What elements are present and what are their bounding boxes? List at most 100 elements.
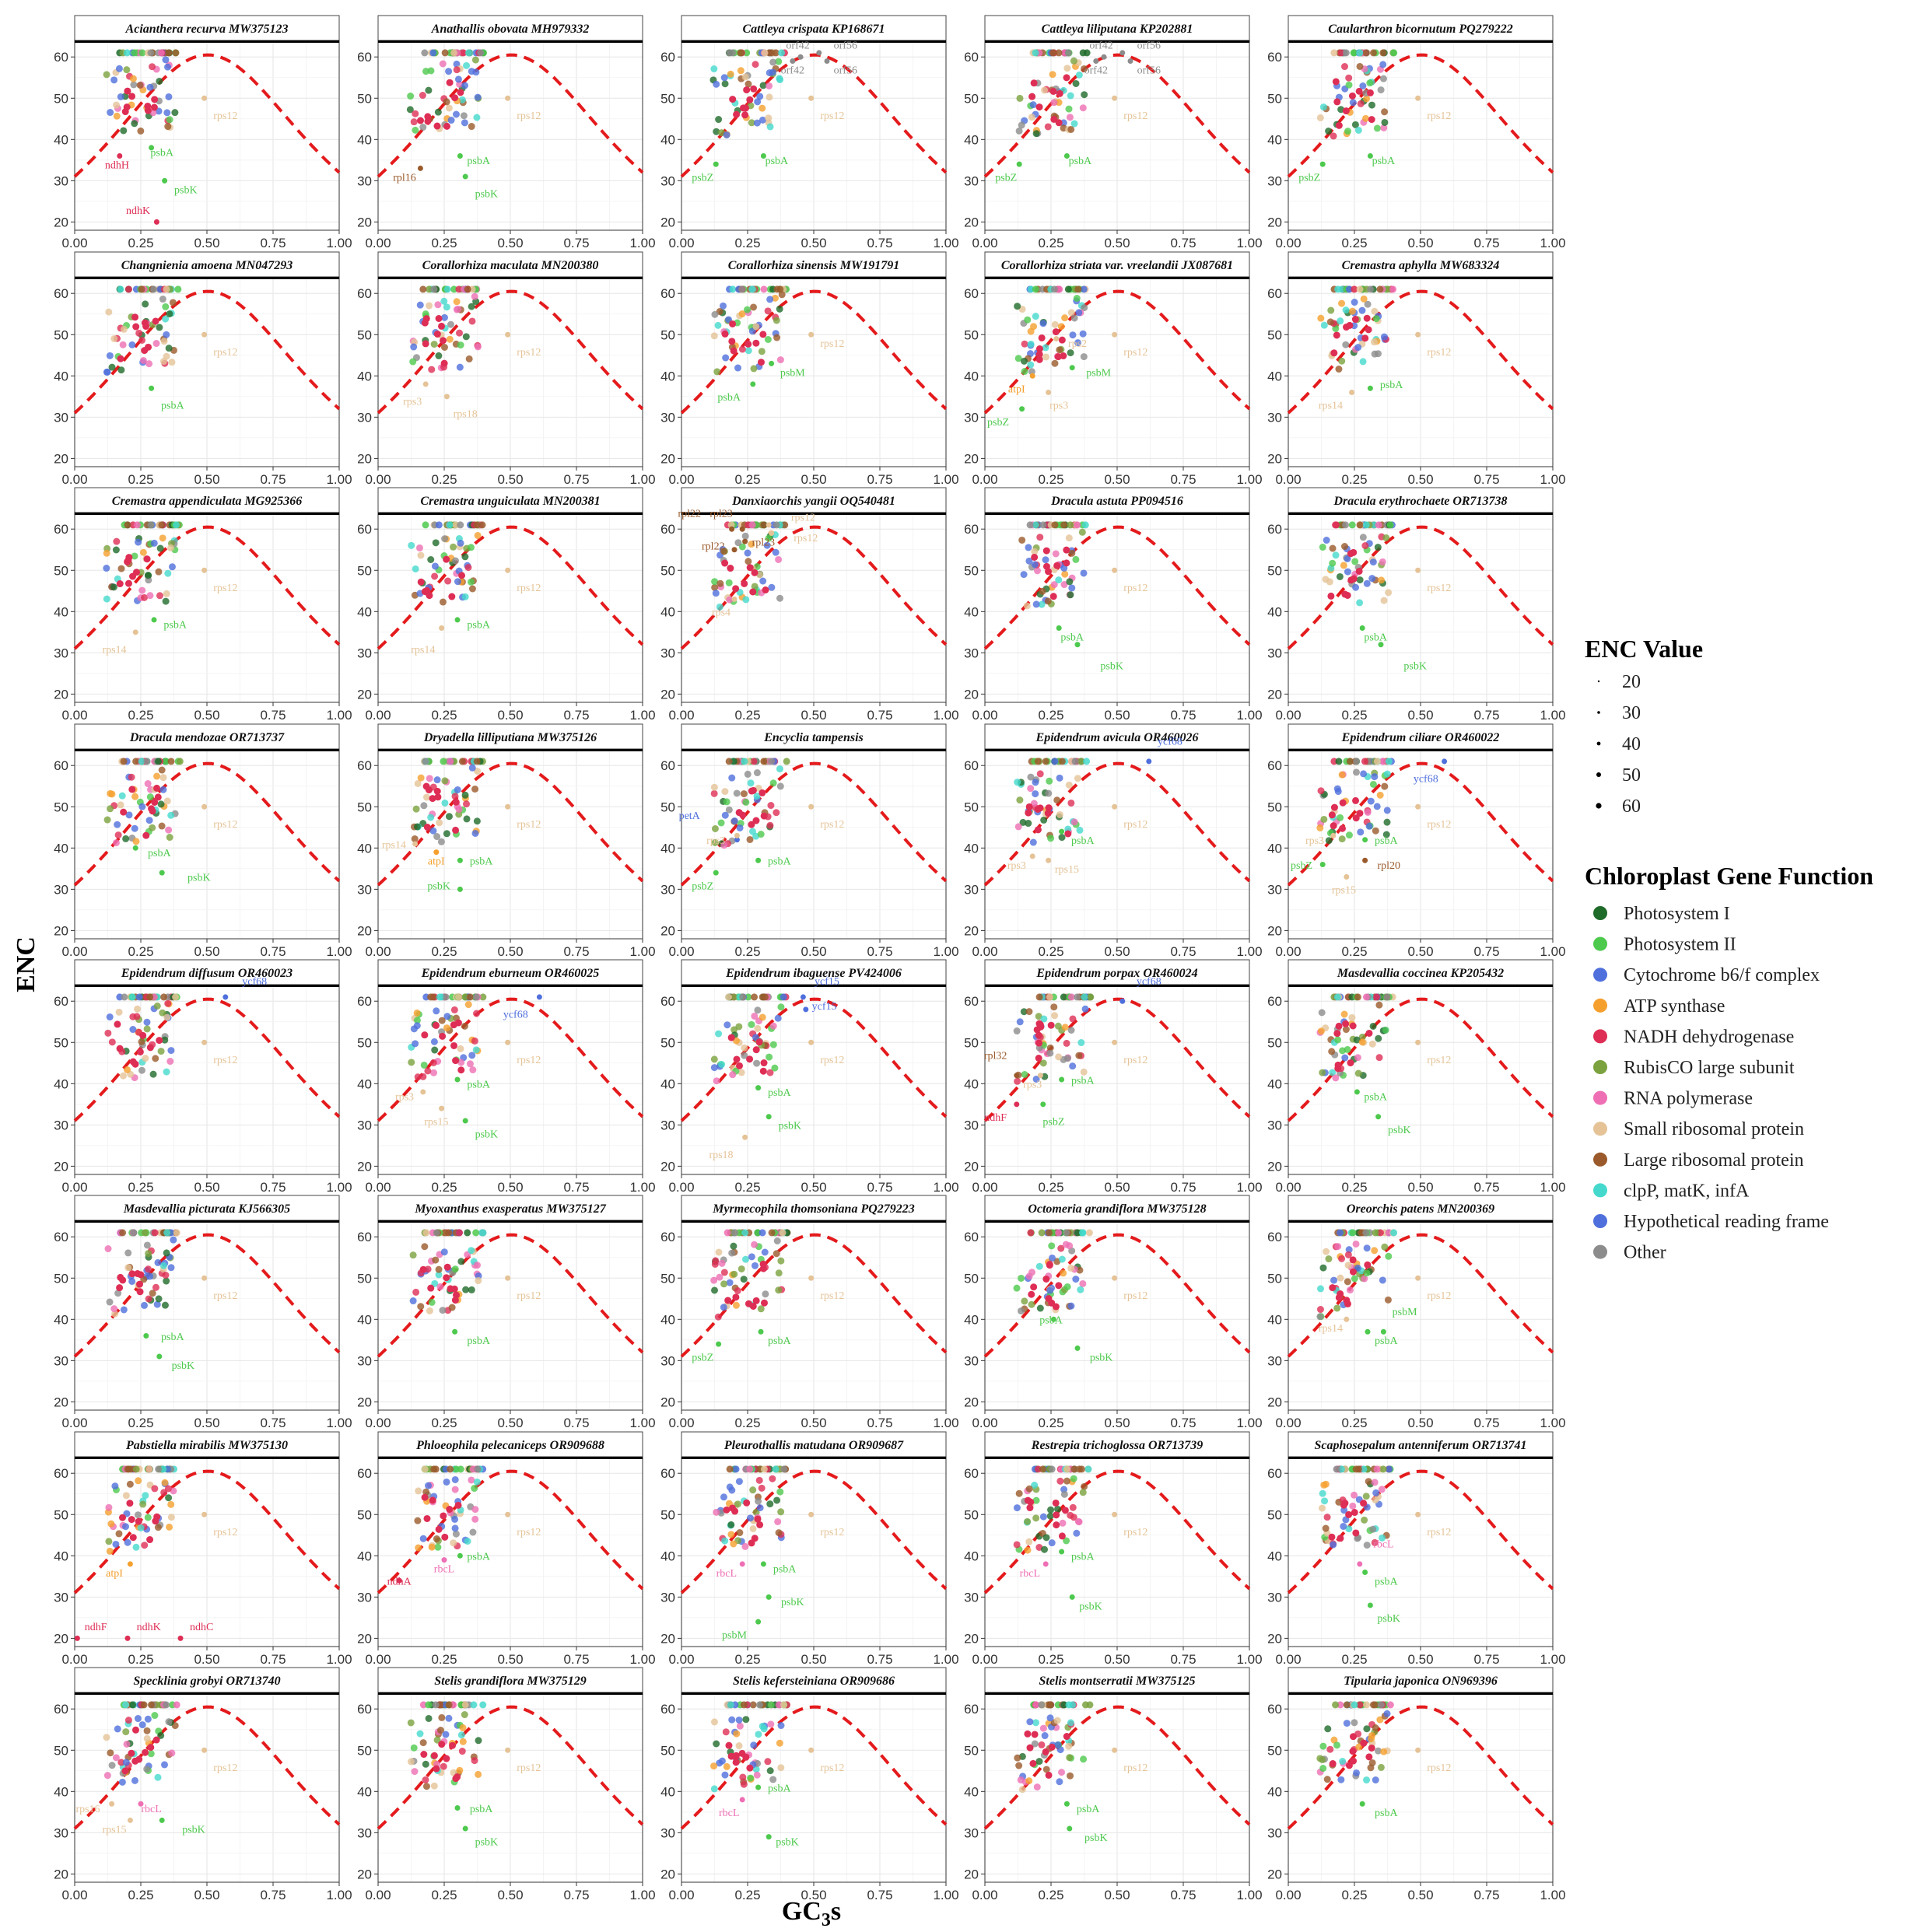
gene-point (715, 1248, 723, 1256)
gene-point (144, 1715, 152, 1723)
gene-point (741, 758, 748, 765)
x-tick-label: 0.25 (1038, 1888, 1063, 1902)
gene-point (711, 838, 719, 846)
labeled-gene-point (797, 54, 804, 60)
gene-point (775, 58, 783, 65)
gene-point (122, 1492, 130, 1500)
gene-point (1024, 1546, 1032, 1554)
gene-point (473, 521, 481, 529)
labeled-gene-point (505, 95, 511, 101)
y-tick-label: 40 (1267, 1076, 1282, 1091)
gene-cloud (1014, 285, 1089, 376)
gene-point (1056, 1778, 1063, 1786)
x-tick-label: 0.25 (734, 1416, 760, 1430)
x-tick-label: 0.75 (1473, 708, 1499, 723)
labeled-gene-point (1112, 1747, 1118, 1753)
x-tick-label: 1.00 (629, 1652, 655, 1667)
gene-point (471, 785, 479, 793)
gene-label: rps12 (1123, 347, 1147, 359)
gene-point (752, 61, 759, 68)
gene-point (124, 87, 131, 95)
gene-point (1070, 818, 1078, 826)
gene-point (446, 1506, 454, 1514)
gene-point (745, 993, 752, 1001)
gene-label: psbK (172, 1360, 195, 1372)
gene-point (1335, 121, 1343, 129)
gene-point (1317, 1285, 1325, 1293)
gene-cloud (103, 49, 180, 135)
gene-point (1060, 1490, 1068, 1498)
gene-point (1063, 1283, 1071, 1290)
gene-point (451, 1475, 459, 1483)
gene-label: ndhF (984, 1112, 1007, 1124)
gene-point (473, 1262, 481, 1269)
x-tick-label: 0.25 (734, 1180, 760, 1195)
gene-point (1035, 1054, 1042, 1062)
gene-point (455, 810, 463, 818)
gene-point (145, 1295, 152, 1303)
gene-point (773, 1250, 780, 1258)
gene-point (775, 1269, 783, 1277)
gene-point (1052, 1499, 1060, 1507)
gene-point (1319, 1489, 1326, 1497)
labeled-gene-point (1344, 873, 1350, 880)
gene-point (1067, 309, 1075, 317)
gene-point (1017, 1307, 1025, 1315)
gene-point (461, 593, 469, 600)
gene-point (443, 122, 450, 130)
gene-point (409, 1297, 417, 1305)
gene-point (447, 1285, 454, 1293)
gene-point (1014, 303, 1021, 310)
labeled-gene-point (1067, 1825, 1073, 1832)
gene-point (752, 339, 760, 347)
gene-point (1316, 1306, 1324, 1314)
gene-point (124, 1264, 132, 1272)
gene-cloud (1316, 758, 1395, 845)
gene-point (1380, 333, 1388, 341)
gene-point (1075, 71, 1083, 79)
gene-point (1045, 1295, 1053, 1303)
gene-point (1047, 835, 1055, 842)
gene-point (1067, 591, 1074, 599)
gene-point (745, 340, 752, 348)
gene-point (433, 833, 441, 841)
gene-cloud (1319, 1465, 1394, 1549)
gene-point (777, 1764, 785, 1772)
panel: Epidendrum porpax OR460024ycf68rpl32rps3… (964, 959, 1263, 1195)
gene-point (1380, 124, 1388, 131)
gene-point (134, 1715, 142, 1723)
gene-point (454, 786, 461, 793)
legend-size-label: 20 (1622, 672, 1641, 692)
gene-point (1372, 1724, 1379, 1732)
gene-point (1034, 758, 1042, 765)
gene-point (475, 1737, 482, 1745)
labeled-gene-point (790, 58, 796, 65)
gene-point (164, 63, 172, 71)
gene-point (440, 1512, 447, 1520)
gene-point (430, 1752, 438, 1759)
gene-point (174, 285, 182, 293)
gene-point (1055, 99, 1063, 107)
gene-point (416, 301, 424, 309)
gene-point (1329, 1284, 1337, 1292)
gene-point (773, 334, 781, 341)
y-tick-label: 40 (660, 1312, 675, 1327)
gene-point (753, 119, 761, 127)
gene-point (417, 551, 425, 559)
gene-point (464, 1538, 471, 1545)
x-tick-label: 0.25 (1341, 1888, 1367, 1902)
gene-point (407, 1758, 415, 1766)
gene-point (1038, 1701, 1046, 1709)
gene-point (129, 1026, 137, 1034)
gene-label: rps3 (395, 1092, 414, 1104)
x-tick-label: 1.00 (1236, 472, 1262, 487)
panel: Masdevallia coccinea KP205432psbApsbKrps… (1267, 959, 1566, 1195)
gene-point (454, 75, 462, 83)
gene-point (1337, 1229, 1344, 1237)
gene-cloud (1014, 1701, 1094, 1794)
labeled-gene-point (1014, 1073, 1020, 1079)
gene-point (744, 770, 752, 778)
panel-strip (984, 723, 1250, 750)
gene-point (1018, 1786, 1026, 1794)
gene-point (1330, 1276, 1338, 1284)
